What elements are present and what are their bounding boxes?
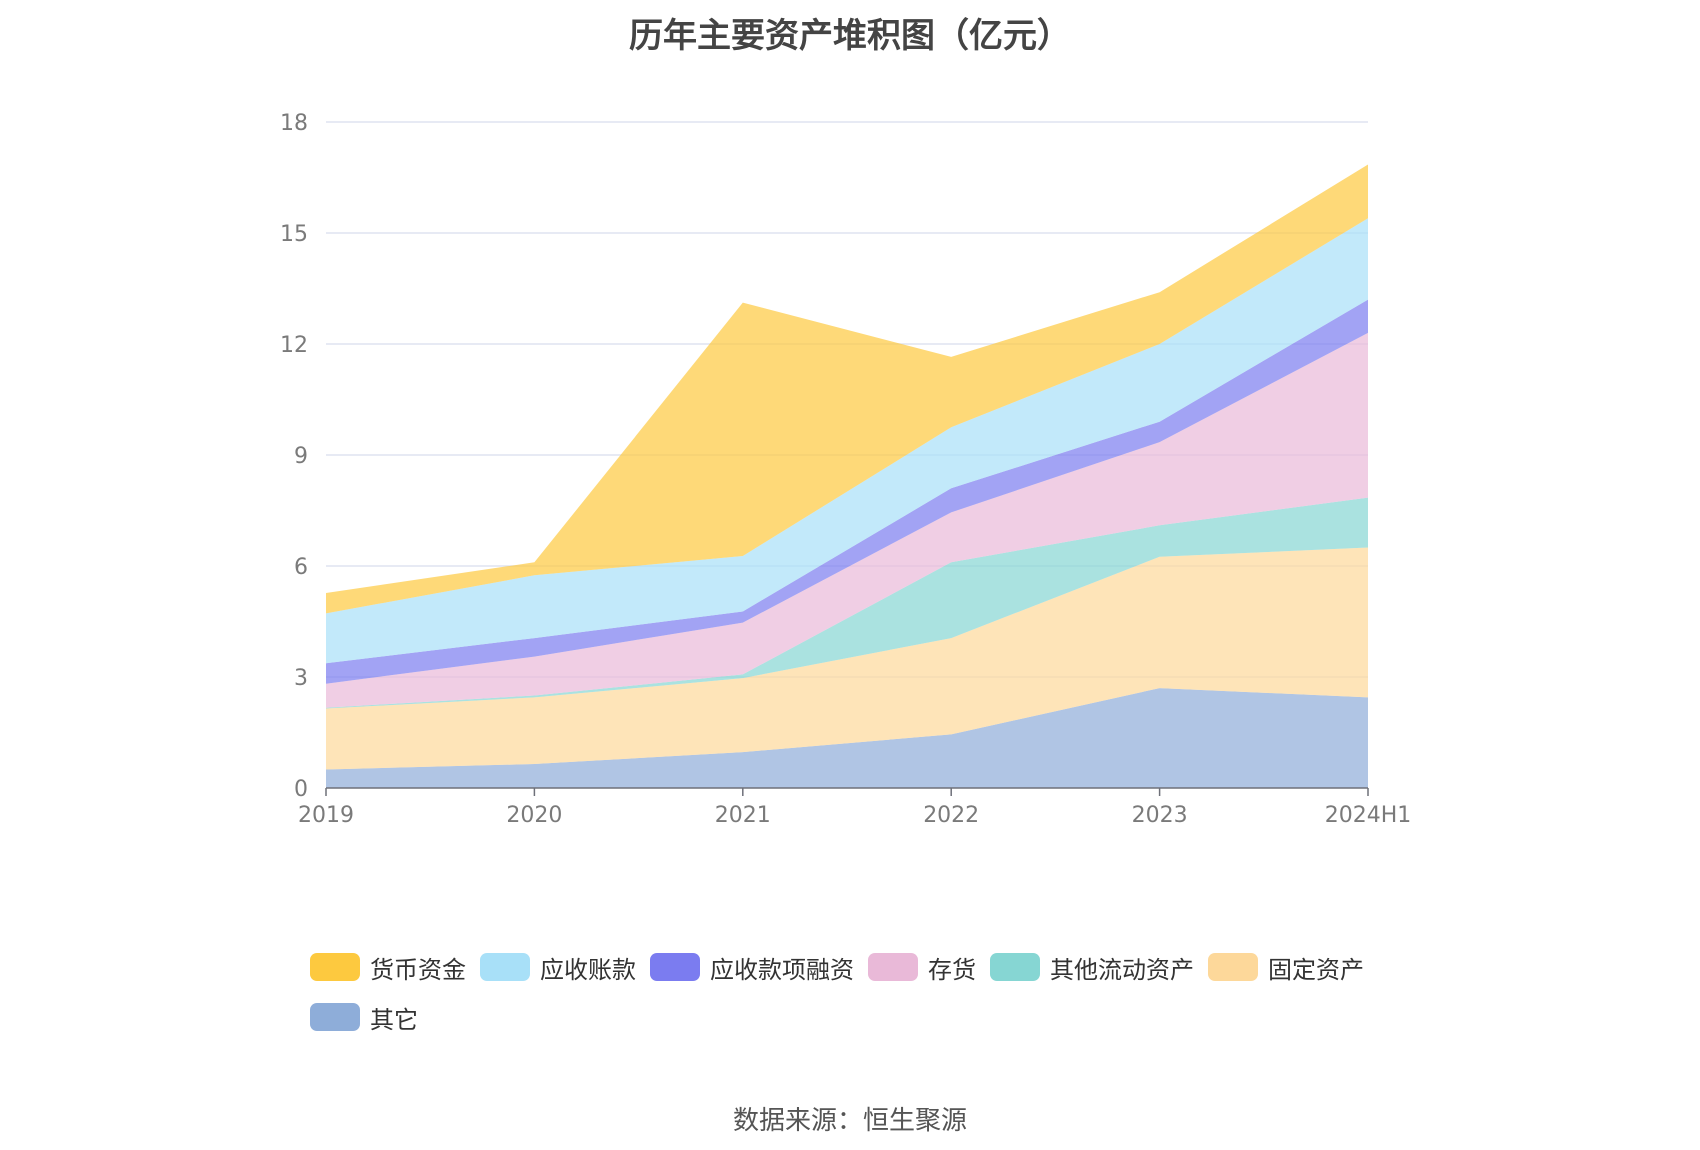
area-series [326,164,1368,788]
axes: 0 3 6 9 12 15 18 2019 2020 2021 2022 2023 2024H1 [280,111,1411,828]
x-tick-label-2019: 2019 [298,803,354,828]
legend-item-5[interactable]: 固定资产 [1208,950,1364,984]
x-tick-label-2021: 2021 [715,803,771,828]
legend-swatch [868,953,918,981]
area-series-1 [326,547,1368,770]
y-tick-label-18: 18 [280,111,308,136]
legend-swatch [310,1003,360,1031]
legend-item-1[interactable]: 应收账款 [480,950,636,984]
legend-item-2[interactable]: 应收款项融资 [650,950,854,984]
y-tick-label-12: 12 [280,333,308,358]
y-tick-label-6: 6 [294,555,308,580]
legend-swatch [480,953,530,981]
x-tick-label-2020: 2020 [506,803,562,828]
legend-label: 存货 [928,955,976,984]
x-tick-label-2023: 2023 [1132,803,1188,828]
legend-label: 固定资产 [1268,955,1364,984]
area-series-0 [326,688,1368,788]
chart-title: 历年主要资产堆积图（亿元） [629,16,1071,56]
x-tick-label-2024H1: 2024H1 [1325,803,1412,828]
legend-swatch [990,953,1040,981]
y-tick-label-15: 15 [280,222,308,247]
legend-label: 其他流动资产 [1050,955,1194,984]
area-series-6 [326,164,1368,614]
source-text: 数据来源：恒生聚源 [732,1106,967,1136]
y-tick-label-3: 3 [294,666,308,691]
legend-item-3[interactable]: 存货 [868,950,976,984]
legend-label: 应收款项融资 [710,955,854,984]
legend-item-4[interactable]: 其他流动资产 [990,950,1194,984]
legend-swatch [1208,953,1258,981]
area-series-2 [326,497,1368,709]
legend-item-0[interactable]: 货币资金 [310,950,466,984]
y-tick-label-0: 0 [294,777,308,802]
area-series-5 [326,218,1368,664]
legend-swatch [650,953,700,981]
area-series-3 [326,332,1368,708]
legend-swatch [310,953,360,981]
legend-label: 货币资金 [370,955,466,984]
legend-label: 其它 [370,1005,418,1034]
legend: 货币资金 应收账款 应收款项融资 存货 其他流动资产 固定资产其它 [310,950,1440,1050]
x-tick-label-2022: 2022 [923,803,979,828]
y-tick-label-9: 9 [294,444,308,469]
legend-item-6[interactable]: 其它 [310,1000,418,1034]
legend-label: 应收账款 [540,955,636,984]
